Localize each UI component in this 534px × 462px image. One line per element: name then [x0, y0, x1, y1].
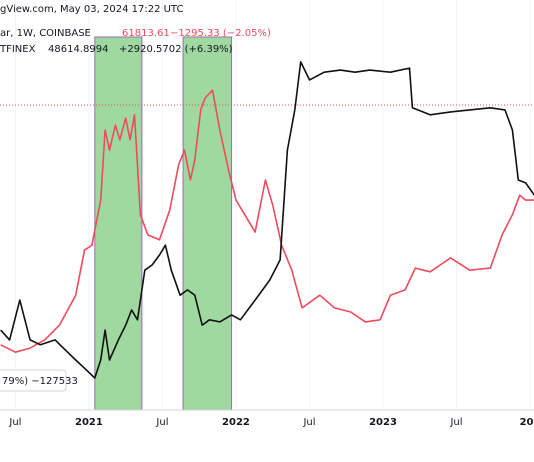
legend-change: −1295.33 (−2.05%)	[170, 28, 271, 39]
x-axis-labels: Jul 2021 Jul 2022 Jul 2023 Jul 202	[8, 417, 534, 428]
series-line	[0, 61, 534, 379]
x-tick-label: 2021	[75, 417, 103, 428]
x-tick-label: Jul	[155, 417, 168, 428]
x-tick-label: Jul	[302, 417, 315, 428]
pane-label-box	[0, 369, 67, 392]
legend-change: +2920.5702 (+6.39%)	[119, 44, 233, 55]
series-line	[0, 89, 534, 353]
plot	[0, 61, 534, 379]
x-tick-label: 202	[520, 417, 534, 428]
grid	[14, 0, 531, 410]
x-tick-label: 2023	[369, 417, 397, 428]
legend-value: 48614.8994	[48, 44, 108, 55]
legend-name: TFINEX	[0, 44, 36, 55]
legend-value: 61813.61	[122, 28, 170, 39]
x-tick-label: Jul	[449, 417, 462, 428]
legend-name: ar, 1W, COINBASE	[0, 28, 91, 39]
pane-label: 79%) −127533	[2, 376, 78, 387]
highlight-range	[182, 36, 233, 411]
x-tick-label: Jul	[8, 417, 21, 428]
highlights	[94, 36, 233, 411]
header-line: gView.com, May 03, 2024 17:22 UTC	[0, 4, 183, 15]
x-tick-label: 2022	[222, 417, 250, 428]
